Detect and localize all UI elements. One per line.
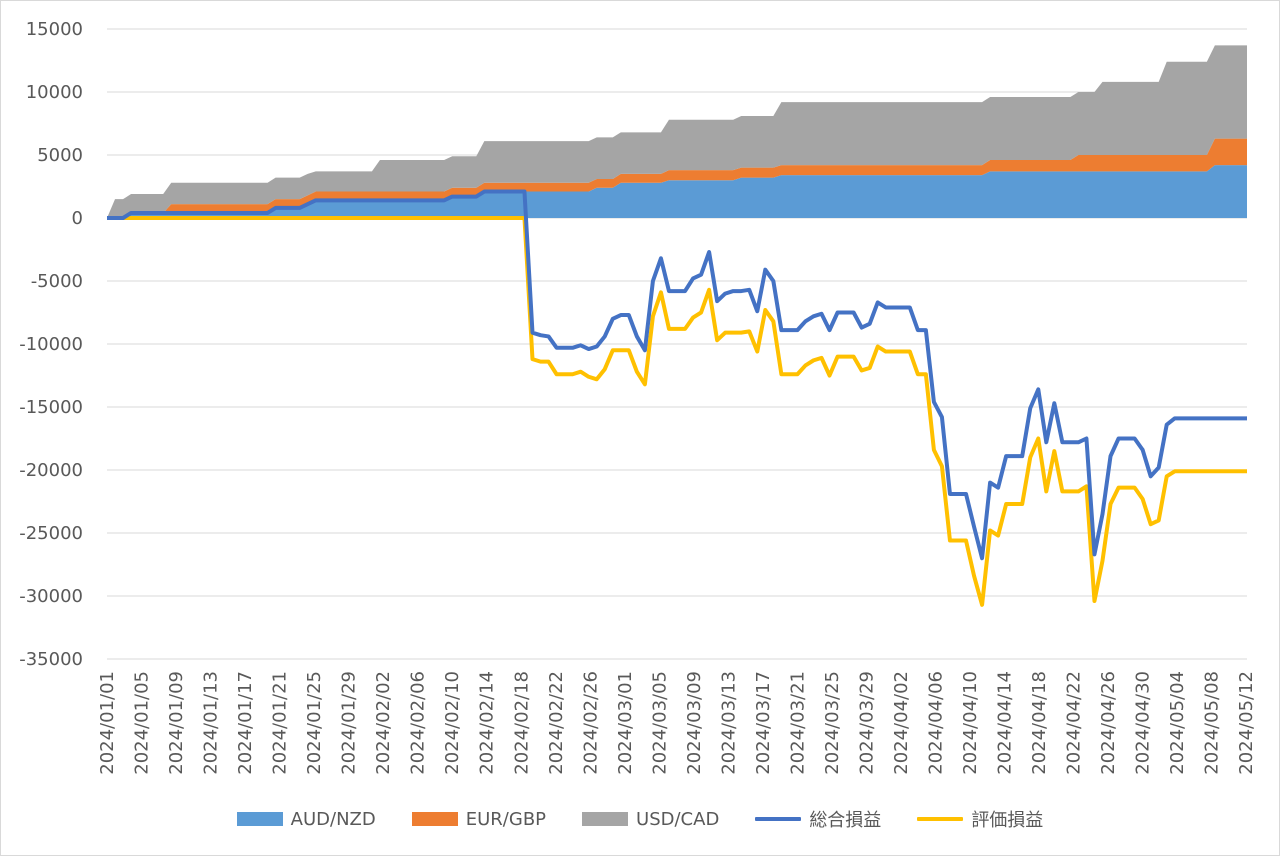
x-tick-label: 2024/03/13 <box>718 671 739 775</box>
stacked-areas <box>107 45 1247 218</box>
legend-swatch-unrealized-pl <box>917 817 964 821</box>
legend-item-total-pl: 総合損益 <box>755 806 881 832</box>
line-series-total-pl <box>107 189 1247 561</box>
y-tick-label: -5000 <box>31 271 83 292</box>
y-tick-label: -30000 <box>19 586 83 607</box>
legend: AUD/NZD EUR/GBP USD/CAD 総合損益 評価損益 <box>0 804 1280 834</box>
x-tick-label: 2024/01/05 <box>132 671 153 775</box>
x-axis-ticks: 2024/01/01 2024/01/05 2024/01/09 2024/01/13… <box>97 671 1257 775</box>
legend-item-aud-nzd: AUD/NZD <box>236 808 376 830</box>
x-tick-label: 2024/01/13 <box>201 671 222 775</box>
x-tick-label: 2024/04/10 <box>960 671 981 775</box>
legend-item-usd-cad: USD/CAD <box>582 809 719 830</box>
x-tick-label: 2024/02/10 <box>442 671 463 775</box>
area-series-eur-gbp <box>107 138 1247 218</box>
line-series-unrealized-pl <box>107 216 1247 607</box>
y-tick-label: -15000 <box>19 397 83 418</box>
gridlines <box>107 28 1247 660</box>
x-tick-label: 2024/05/08 <box>1202 671 1223 775</box>
legend-label-unrealized-pl: 評価損益 <box>971 810 1044 831</box>
x-tick-label: 2024/03/05 <box>649 671 670 775</box>
legend-swatch-eur-gbp <box>411 812 458 826</box>
y-tick-label: -25000 <box>19 523 83 544</box>
area-series-aud-nzd <box>107 165 1247 218</box>
y-tick-label: 15000 <box>26 19 83 40</box>
chart-plot: 15000 10000 5000 0 -5000 -10000 -15000 -20000 -2… <box>19 19 1257 775</box>
y-tick-label: 10000 <box>26 82 83 103</box>
x-tick-label: 2024/01/09 <box>166 671 187 775</box>
y-tick-label: -10000 <box>19 334 83 355</box>
y-tick-label: 5000 <box>37 145 83 166</box>
legend-label-usd-cad: USD/CAD <box>636 808 720 830</box>
x-tick-label: 2024/04/18 <box>1029 671 1050 775</box>
x-tick-label: 2024/01/17 <box>235 671 256 775</box>
y-axis-ticks: 15000 10000 5000 0 -5000 -10000 -15000 -20000 -2… <box>19 19 83 670</box>
x-tick-label: 2024/03/01 <box>615 671 636 775</box>
x-tick-label: 2024/02/22 <box>546 671 567 775</box>
x-tick-label: 2024/01/21 <box>270 671 291 775</box>
legend-swatch-total-pl <box>755 817 802 821</box>
x-tick-label: 2024/03/09 <box>684 671 705 775</box>
x-tick-label: 2024/04/02 <box>891 671 912 775</box>
x-tick-label: 2024/03/17 <box>753 671 774 775</box>
x-tick-label: 2024/03/21 <box>787 671 808 775</box>
x-tick-label: 2024/02/02 <box>373 671 394 775</box>
x-tick-label: 2024/04/26 <box>1098 671 1119 775</box>
legend-swatch-usd-cad <box>582 812 629 826</box>
x-tick-label: 2024/04/30 <box>1133 671 1154 775</box>
x-tick-label: 2024/02/06 <box>408 671 429 775</box>
x-tick-label: 2024/03/29 <box>856 671 877 775</box>
legend-label-aud-nzd: AUD/NZD <box>290 808 376 830</box>
x-tick-label: 2024/02/26 <box>580 671 601 775</box>
x-tick-label: 2024/04/22 <box>1064 671 1085 775</box>
x-tick-label: 2024/01/25 <box>304 671 325 775</box>
x-tick-label: 2024/05/12 <box>1236 671 1257 775</box>
legend-label-eur-gbp: EUR/GBP <box>465 808 547 830</box>
y-tick-label: 0 <box>72 208 83 229</box>
legend-item-eur-gbp: EUR/GBP <box>411 808 547 830</box>
area-series-usd-cad <box>107 45 1247 218</box>
y-tick-label: -35000 <box>19 649 83 670</box>
x-tick-label: 2024/02/18 <box>511 671 532 775</box>
x-tick-label: 2024/01/29 <box>339 671 360 775</box>
x-tick-label: 2024/04/14 <box>995 671 1016 775</box>
legend-label-total-pl: 総合損益 <box>809 810 882 831</box>
x-tick-label: 2024/02/14 <box>477 671 498 775</box>
line-series <box>107 189 1247 607</box>
x-tick-label: 2024/03/25 <box>822 671 843 775</box>
y-tick-label: -20000 <box>19 460 83 481</box>
x-tick-label: 2024/05/04 <box>1167 671 1188 775</box>
x-tick-label: 2024/04/06 <box>926 671 947 775</box>
x-tick-label: 2024/01/01 <box>97 671 118 775</box>
legend-swatch-aud-nzd <box>236 812 283 826</box>
legend-item-unrealized-pl: 評価損益 <box>917 806 1043 832</box>
